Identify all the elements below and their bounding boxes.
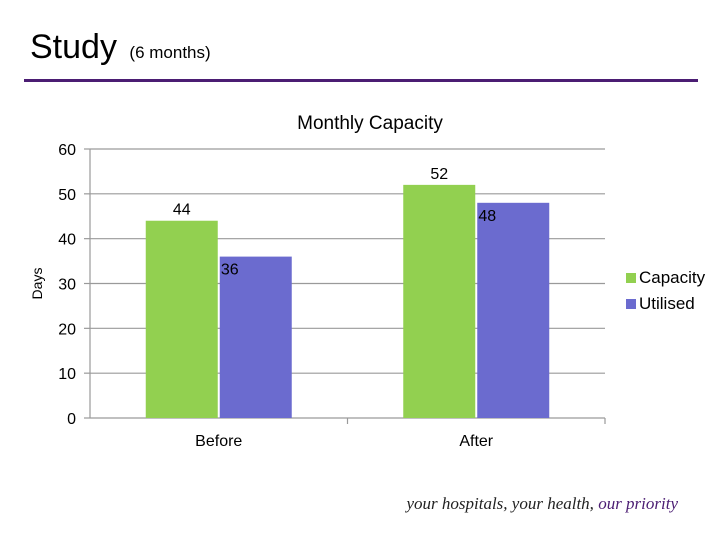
y-tick-label: 20: [58, 321, 76, 338]
y-tick-label: 10: [58, 366, 76, 383]
bar-utilised: [477, 202, 550, 418]
y-tick-label: 60: [58, 142, 76, 159]
bar-capacity: [145, 220, 218, 418]
data-label: 48: [478, 208, 496, 225]
x-tick-label: Before: [195, 433, 242, 450]
legend-label: Capacity: [639, 268, 706, 287]
legend-label: Utilised: [639, 294, 695, 313]
y-tick-label: 0: [67, 411, 76, 428]
y-axis-label: Days: [29, 268, 45, 300]
y-tick-label: 40: [58, 232, 76, 249]
slide-title: Study (6 months): [30, 28, 211, 67]
data-label: 36: [221, 262, 239, 279]
bar-capacity: [403, 184, 476, 418]
footer-tagline: your hospitals, your health, our priorit…: [406, 494, 678, 514]
data-label: 52: [430, 166, 448, 183]
legend-swatch: [626, 299, 636, 309]
y-tick-label: 50: [58, 187, 76, 204]
data-label: 44: [173, 202, 191, 219]
y-tick-label: 30: [58, 277, 76, 294]
title-divider: [24, 79, 698, 82]
slide-title-main: Study: [30, 28, 117, 66]
slide-subtitle: (6 months): [129, 43, 211, 62]
bar-utilised: [219, 256, 292, 418]
chart-title: Monthly Capacity: [297, 113, 443, 134]
monthly-capacity-chart: Monthly Capacity 0 10 20 30 40 50 60 Days 44 36 Bef…: [29, 113, 706, 450]
footer-tagline-main: your hospitals, your health,: [406, 494, 599, 513]
legend-swatch: [626, 273, 636, 283]
footer-tagline-accent: our priority: [598, 494, 678, 513]
x-tick-label: After: [459, 433, 493, 450]
